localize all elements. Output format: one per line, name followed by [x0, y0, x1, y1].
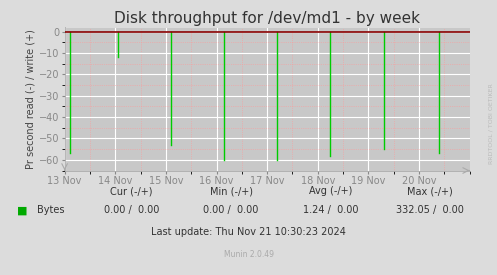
Text: Min (-/+): Min (-/+) — [210, 186, 252, 196]
Text: 1.24 /  0.00: 1.24 / 0.00 — [303, 205, 358, 215]
Text: Max (-/+): Max (-/+) — [407, 186, 453, 196]
Text: Bytes: Bytes — [37, 205, 65, 215]
Title: Disk throughput for /dev/md1 - by week: Disk throughput for /dev/md1 - by week — [114, 11, 420, 26]
Text: RRDTOOL / TOBI OETIKER: RRDTOOL / TOBI OETIKER — [488, 83, 493, 164]
Text: Last update: Thu Nov 21 10:30:23 2024: Last update: Thu Nov 21 10:30:23 2024 — [151, 227, 346, 237]
Text: Cur (-/+): Cur (-/+) — [110, 186, 153, 196]
Text: 332.05 /  0.00: 332.05 / 0.00 — [396, 205, 464, 215]
Text: Munin 2.0.49: Munin 2.0.49 — [224, 250, 273, 259]
Text: ■: ■ — [17, 205, 28, 215]
Text: 0.00 /  0.00: 0.00 / 0.00 — [104, 205, 160, 215]
Y-axis label: Pr second read (-) / write (+): Pr second read (-) / write (+) — [26, 29, 36, 169]
Text: 0.00 /  0.00: 0.00 / 0.00 — [203, 205, 259, 215]
Text: Avg (-/+): Avg (-/+) — [309, 186, 352, 196]
